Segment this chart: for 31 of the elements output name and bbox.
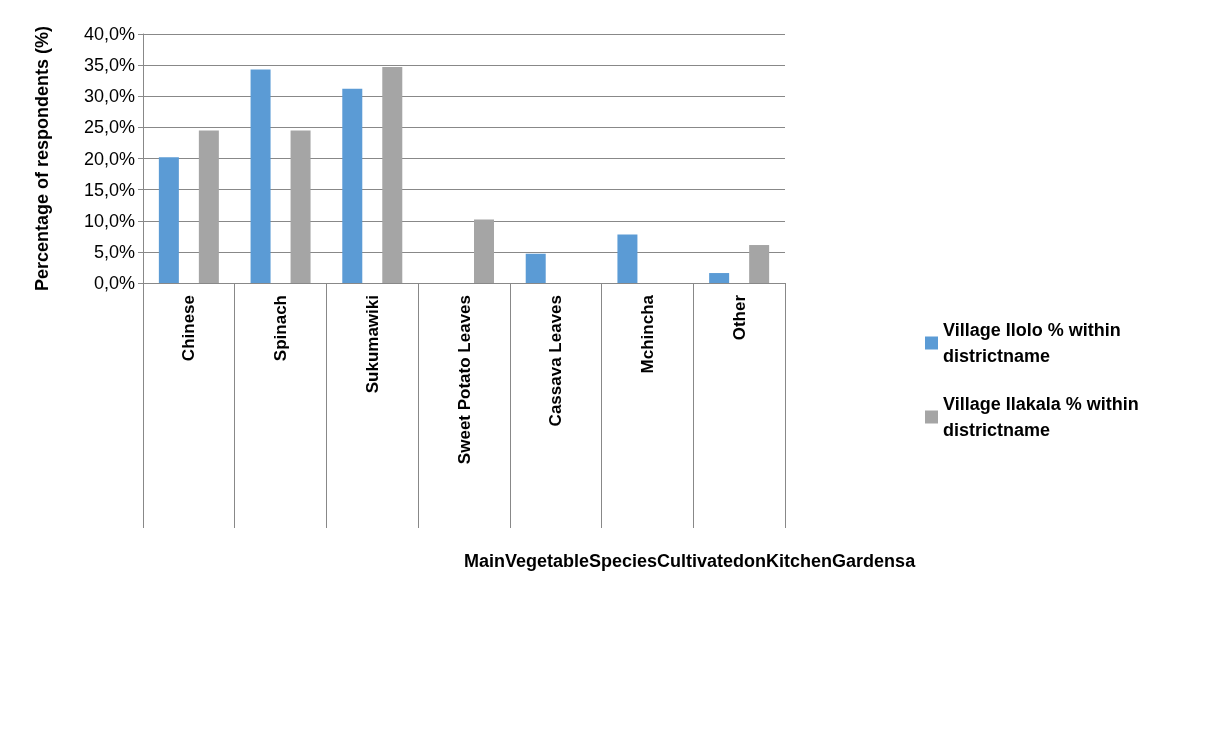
y-tick-label: 40,0% — [83, 24, 135, 44]
x-tick-label: Mchincha — [637, 294, 657, 374]
text: MainVegetableSpeciesCultivatedonKitchenGardensa — [464, 551, 917, 571]
bar — [382, 66, 403, 283]
y-tick-label: 30,0% — [83, 86, 135, 107]
bar — [474, 219, 494, 283]
y-tick-label: 20,0% — [83, 148, 135, 169]
x-tick-label: Spinach — [271, 295, 291, 362]
bar — [342, 88, 363, 283]
bar — [290, 130, 311, 283]
x-tick-label: Sweet Potato Leaves — [454, 295, 474, 465]
y-axis-title: Percentage of respondents (%) — [32, 25, 52, 292]
bar — [198, 130, 219, 283]
y-tick-label: 10,0% — [83, 210, 135, 231]
bar — [617, 234, 638, 283]
x-tick-label: Chinese — [179, 295, 199, 362]
bar — [525, 253, 546, 283]
y-tick-label: 35,0% — [83, 55, 135, 76]
y-tick-label: 0,0% — [93, 273, 135, 293]
y-tick-label: 5,0% — [93, 241, 135, 262]
bar — [158, 157, 179, 283]
legend-label: Village Ilolo % within districtname — [943, 320, 1126, 366]
x-tick-label: Sukumawiki — [362, 295, 382, 394]
bar — [250, 69, 271, 283]
y-tick-label: 25,0% — [83, 117, 135, 138]
x-tick-label: Cassava Leaves — [546, 295, 566, 427]
y-tick-label: 15,0% — [83, 179, 135, 200]
x-tick-label: Other — [729, 294, 749, 341]
legend-label: Village Ilakala % within districtname — [943, 394, 1144, 440]
bar — [709, 273, 730, 283]
bar — [749, 245, 770, 283]
